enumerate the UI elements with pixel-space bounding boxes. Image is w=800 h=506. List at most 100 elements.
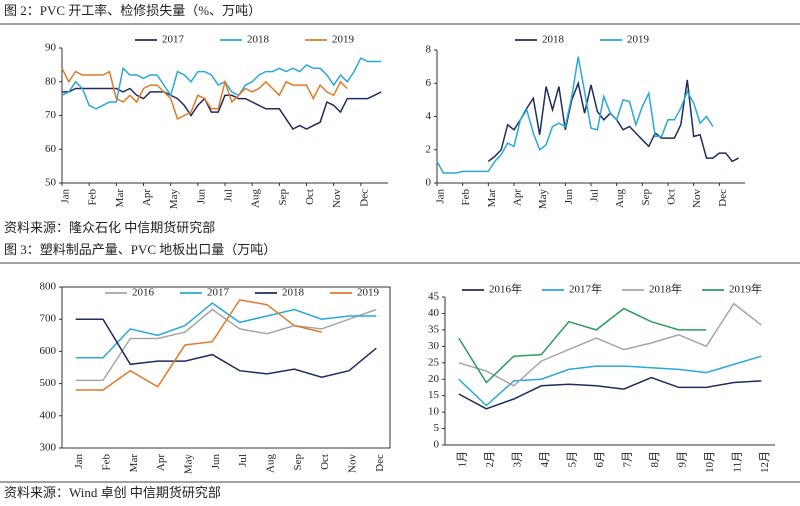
x-tick-label: 3月 — [511, 451, 523, 468]
x-tick-label: Jan — [73, 454, 85, 469]
y-tick-label: 60 — [45, 143, 57, 155]
legend-label: 2018 — [542, 34, 565, 46]
series-line — [436, 56, 714, 174]
x-tick-label: Oct — [319, 454, 331, 470]
y-tick-label: 40 — [428, 307, 440, 319]
x-tick-label: Aug — [265, 454, 277, 473]
x-tick-label: 9月 — [676, 451, 688, 468]
series-line — [75, 299, 322, 391]
legend-label: 2018年 — [649, 282, 682, 296]
x-tick-label: Feb — [101, 454, 113, 471]
series-line — [458, 302, 762, 387]
legend-label: 2017 — [162, 34, 185, 46]
x-tick-label: May — [168, 189, 180, 210]
x-tick-label: 12月 — [759, 451, 771, 473]
x-tick-label: Nov — [691, 189, 703, 208]
series-line — [61, 67, 348, 120]
y-tick-label: 20 — [428, 373, 440, 385]
y-tick-label: 700 — [40, 313, 57, 325]
x-tick-label: Oct — [666, 189, 678, 205]
x-tick-label: May — [537, 189, 549, 210]
y-tick-label: 800 — [40, 281, 57, 293]
y-tick-label: 2 — [426, 143, 432, 155]
x-tick-label: 7月 — [621, 451, 633, 468]
y-tick-label: 0 — [434, 439, 440, 451]
series-line — [458, 307, 707, 384]
x-tick-label: Apr — [512, 189, 524, 206]
legend-label: 2019 — [332, 34, 355, 46]
legend-label: 2019 — [357, 287, 380, 299]
x-tick-label: 11月 — [731, 451, 743, 473]
y-tick-label: 600 — [40, 345, 57, 357]
series-line — [75, 318, 377, 378]
legend-label: 2019 — [627, 34, 650, 46]
x-tick-label: Feb — [460, 189, 472, 206]
series-line — [61, 57, 382, 110]
x-tick-label: Jan — [60, 189, 72, 204]
legend-label: 2017年 — [569, 282, 602, 296]
x-tick-label: Sep — [640, 189, 652, 206]
x-tick-label: Aug — [614, 189, 626, 208]
x-tick-label: Feb — [87, 189, 99, 206]
x-tick-label: Jan — [435, 189, 447, 204]
x-tick-label: Mar — [486, 189, 498, 208]
x-tick-label: Dec — [358, 189, 370, 207]
legend-label: 2016 — [132, 287, 155, 299]
x-tick-label: 5月 — [566, 451, 578, 468]
series-line — [458, 376, 762, 410]
x-tick-label: May — [183, 454, 195, 475]
x-tick-label: Jun — [210, 454, 222, 470]
y-tick-label: 5 — [434, 422, 440, 434]
x-tick-label: Dec — [717, 189, 729, 207]
x-tick-label: Sep — [292, 454, 304, 471]
x-tick-label: 6月 — [594, 451, 606, 468]
x-tick-label: Nov — [347, 454, 359, 473]
y-tick-label: 30 — [428, 340, 440, 352]
series-line — [458, 355, 762, 407]
x-tick-label: Jul — [237, 454, 249, 467]
x-tick-label: 4月 — [539, 451, 551, 468]
x-tick-label: Dec — [374, 454, 386, 472]
caption: 图 2：PVC 开工率、检修损失量（%、万吨） — [4, 3, 261, 18]
legend-label: 2019年 — [729, 282, 762, 296]
legend-label: 2018 — [282, 287, 305, 299]
x-tick-label: 8月 — [649, 451, 661, 468]
legend-label: 2018 — [247, 34, 270, 46]
y-tick-label: 90 — [45, 42, 57, 54]
x-tick-label: Jun — [195, 189, 207, 205]
y-tick-label: 500 — [40, 377, 57, 389]
y-tick-label: 15 — [428, 389, 440, 401]
y-tick-label: 70 — [45, 109, 57, 121]
x-tick-label: Aug — [250, 189, 262, 208]
y-tick-label: 80 — [45, 75, 57, 87]
legend-label: 2016年 — [489, 282, 522, 296]
series-line — [62, 87, 382, 130]
x-tick-label: Mar — [128, 454, 140, 473]
series-line — [75, 302, 377, 359]
y-tick-label: 10 — [428, 406, 440, 418]
x-tick-label: Apr — [141, 189, 153, 206]
y-tick-label: 25 — [428, 356, 440, 368]
x-tick-label: Apr — [155, 454, 167, 471]
y-tick-label: 300 — [40, 442, 57, 454]
x-tick-label: Jun — [563, 189, 575, 205]
source: 资料来源：Wind 卓创 中信期货研究部 — [4, 485, 221, 500]
y-tick-label: 400 — [40, 409, 57, 421]
legend-label: 2017 — [207, 287, 230, 299]
y-tick-label: 50 — [45, 177, 57, 189]
x-tick-label: 2月 — [484, 451, 496, 468]
y-tick-label: 6 — [426, 77, 432, 89]
x-tick-label: Nov — [331, 189, 343, 208]
y-tick-label: 35 — [428, 323, 440, 335]
x-tick-label: Mar — [114, 189, 126, 208]
x-tick-label: Sep — [277, 189, 289, 206]
series-line — [75, 308, 377, 382]
x-tick-label: Jul — [223, 189, 235, 202]
caption: 图 3：塑料制品产量、PVC 地板出口量（万吨） — [4, 242, 276, 257]
x-tick-label: 10月 — [704, 451, 716, 473]
x-tick-label: Oct — [304, 189, 316, 205]
y-tick-label: 4 — [426, 110, 432, 122]
source: 资料来源：隆众石化 中信期货研究部 — [4, 220, 215, 235]
plot-frame — [61, 286, 391, 449]
